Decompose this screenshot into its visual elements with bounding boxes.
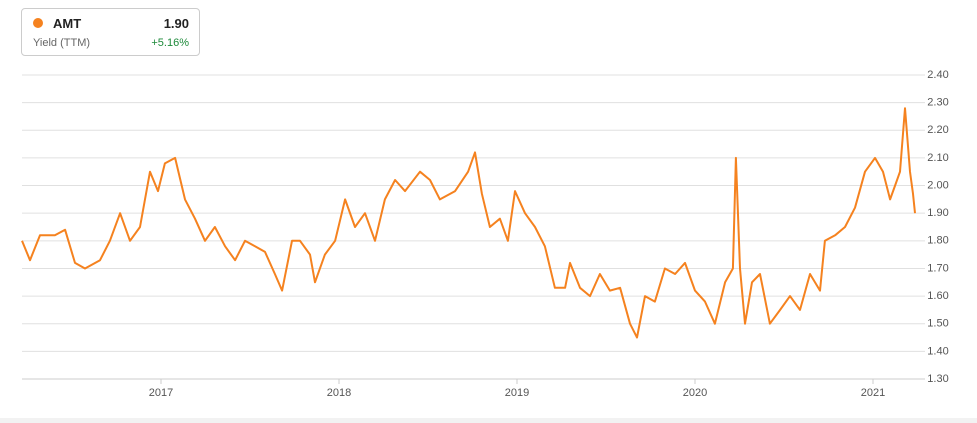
y-tick-label: 1.50 — [927, 318, 948, 330]
y-tick-label: 2.30 — [927, 97, 948, 109]
y-tick-label: 2.10 — [927, 152, 948, 164]
legend-metric: Yield (TTM) — [33, 37, 91, 49]
y-tick-label: 1.40 — [927, 345, 948, 357]
x-tick-label: 2018 — [327, 387, 351, 399]
y-tick-label: 1.30 — [927, 373, 948, 385]
x-tick-label: 2019 — [505, 387, 529, 399]
x-tick-label: 2020 — [683, 387, 707, 399]
y-tick-label: 2.00 — [927, 179, 948, 191]
y-tick-label: 1.80 — [927, 235, 948, 247]
legend-value: 1.90 — [163, 16, 189, 31]
x-tick-label: 2021 — [861, 387, 885, 399]
legend-marker — [33, 18, 43, 28]
y-tick-label: 2.40 — [927, 69, 948, 81]
y-tick-label: 1.70 — [927, 262, 948, 274]
y-tick-label: 1.90 — [927, 207, 948, 219]
y-tick-label: 2.20 — [927, 124, 948, 136]
y-tick-label: 1.60 — [927, 290, 948, 302]
legend: AMT 1.90 Yield (TTM) +5.16% — [21, 8, 200, 56]
legend-change: +5.16% — [151, 37, 189, 49]
footer-strip — [0, 418, 977, 423]
line-series — [21, 107, 916, 339]
legend-name: AMT — [53, 16, 82, 31]
x-tick-label: 2017 — [149, 387, 173, 399]
